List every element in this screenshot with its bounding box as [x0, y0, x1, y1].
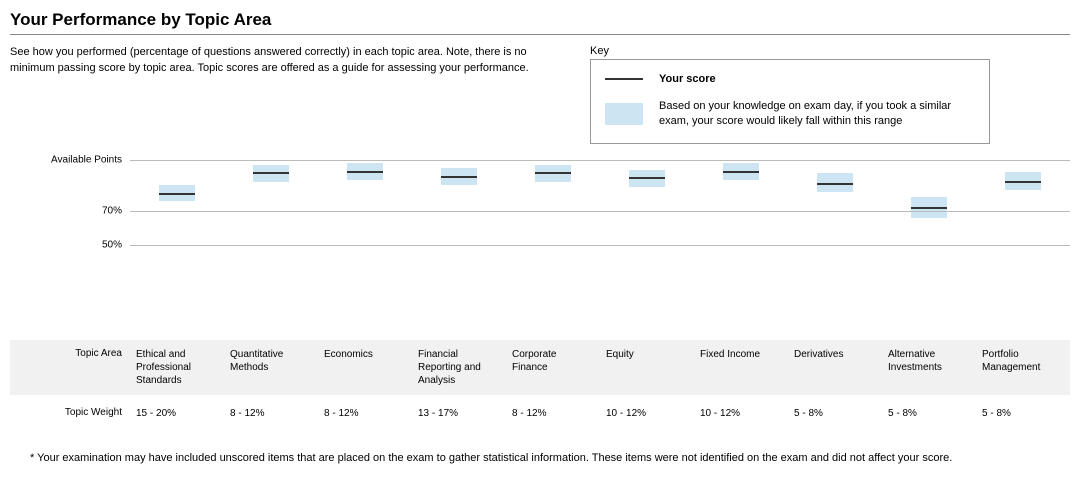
topic-weight-cell: 10 - 12% — [600, 399, 694, 428]
topic-weight-cell: 5 - 8% — [976, 399, 1070, 428]
topic-name-cell: Ethical and Professional Standards — [130, 340, 224, 395]
topic-name-cell: Corporate Finance — [506, 340, 600, 395]
topic-weight-cell: 8 - 12% — [318, 399, 412, 428]
performance-report: Your Performance by Topic Area See how y… — [0, 0, 1080, 484]
topic-name-cell: Alternative Investments — [882, 340, 976, 395]
topic-name-cell: Quantitative Methods — [224, 340, 318, 395]
score-line — [347, 171, 383, 173]
topic-column — [788, 160, 882, 280]
topic-weight-cell: 5 - 8% — [882, 399, 976, 428]
score-line — [911, 207, 947, 209]
gridline — [130, 160, 1070, 161]
plot-area — [130, 160, 1070, 280]
topic-name-cell: Fixed Income — [694, 340, 788, 395]
topic-weight-row-label: Topic Weight — [10, 399, 130, 428]
header-row: See how you performed (percentage of que… — [10, 45, 1070, 144]
topic-weight-cell: 15 - 20% — [130, 399, 224, 428]
topic-name-cell: Economics — [318, 340, 412, 395]
topic-weights: 15 - 20%8 - 12%8 - 12%13 - 17%8 - 12%10 … — [130, 399, 1070, 428]
topic-column — [506, 160, 600, 280]
score-line — [535, 172, 571, 174]
score-line — [1005, 181, 1041, 183]
topic-column — [976, 160, 1070, 280]
range-box-icon — [605, 103, 643, 125]
score-line — [441, 176, 477, 178]
footnote: * Your examination may have included uns… — [10, 452, 1070, 464]
page-title: Your Performance by Topic Area — [10, 10, 1070, 30]
topic-weight-cell: 8 - 12% — [224, 399, 318, 428]
topic-names: Ethical and Professional StandardsQuanti… — [130, 340, 1070, 395]
topic-weight-row: Topic Weight 15 - 20%8 - 12%8 - 12%13 - … — [10, 399, 1070, 428]
y-tick-label: 50% — [102, 240, 122, 251]
topic-area-row: Topic Area Ethical and Professional Stan… — [10, 340, 1070, 395]
score-line — [723, 171, 759, 173]
title-rule — [10, 34, 1070, 35]
topic-weight-cell: 10 - 12% — [694, 399, 788, 428]
y-axis-labels: Available Points70%50% — [10, 160, 130, 280]
topic-column — [600, 160, 694, 280]
topic-name-cell: Portfolio Management — [976, 340, 1070, 395]
topic-name-cell: Financial Reporting and Analysis — [412, 340, 506, 395]
chart: Available Points70%50% — [10, 160, 1070, 280]
legend-your-score-label: Your score — [659, 72, 975, 87]
topic-weight-cell: 8 - 12% — [506, 399, 600, 428]
legend-row-range: Based on your knowledge on exam day, if … — [605, 99, 975, 129]
gridline — [130, 211, 1070, 212]
topic-name-cell: Equity — [600, 340, 694, 395]
topic-area-row-label: Topic Area — [10, 340, 130, 395]
legend-box: Your score Based on your knowledge on ex… — [590, 59, 990, 144]
y-tick-label: Available Points — [51, 154, 122, 165]
topic-weight-label-text: Topic Weight — [10, 399, 122, 426]
y-tick-label: 70% — [102, 205, 122, 216]
topic-name-cell: Derivatives — [788, 340, 882, 395]
topic-column — [694, 160, 788, 280]
topic-column — [130, 160, 224, 280]
subtitle-text: See how you performed (percentage of que… — [10, 45, 570, 77]
topic-column — [224, 160, 318, 280]
legend-row-score: Your score — [605, 72, 975, 87]
topic-weight-cell: 13 - 17% — [412, 399, 506, 428]
score-line — [629, 177, 665, 179]
topic-column — [318, 160, 412, 280]
score-line — [159, 193, 195, 195]
gridline — [130, 245, 1070, 246]
legend-range-label: Based on your knowledge on exam day, if … — [659, 99, 975, 129]
series-container — [130, 160, 1070, 280]
topic-area-label-text: Topic Area — [10, 340, 122, 367]
topic-column — [882, 160, 976, 280]
score-line — [817, 183, 853, 185]
topic-weight-cell: 5 - 8% — [788, 399, 882, 428]
topic-column — [412, 160, 506, 280]
score-line — [253, 172, 289, 174]
legend-title: Key — [590, 45, 990, 57]
legend: Key Your score Based on your knowledge o… — [590, 45, 990, 144]
score-line-icon — [605, 78, 643, 80]
